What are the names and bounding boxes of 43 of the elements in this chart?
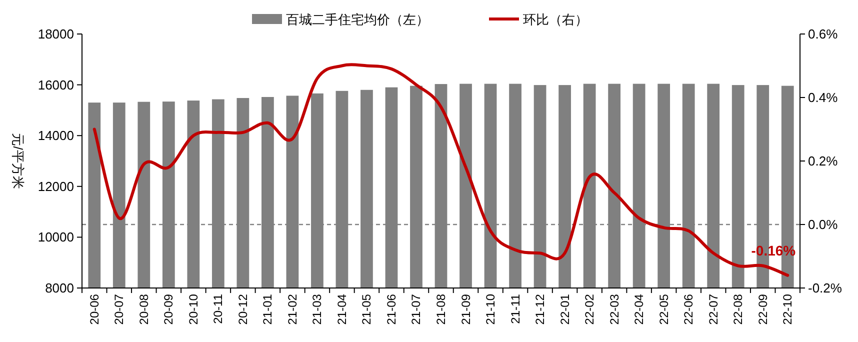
x-tick-label: 21-02 bbox=[285, 294, 300, 325]
y2-tick-label: 0.4% bbox=[808, 90, 838, 105]
x-tick-label: 20-08 bbox=[136, 294, 151, 325]
x-tick-label: 21-04 bbox=[334, 294, 349, 325]
x-tick-label: 22-07 bbox=[706, 294, 720, 325]
x-tick-label: 22-05 bbox=[656, 294, 671, 325]
x-tick-label: 21-03 bbox=[310, 294, 324, 325]
x-tick-label: 21-06 bbox=[384, 294, 398, 325]
y-tick-label: 10000 bbox=[38, 230, 74, 245]
y2-tick-label: 0.2% bbox=[808, 154, 838, 168]
x-tick-label: 21-11 bbox=[508, 294, 522, 324]
x-tick-label: 21-07 bbox=[409, 294, 424, 325]
x-tick-label: 20-11 bbox=[211, 294, 226, 324]
x-tick-label: 22-08 bbox=[731, 294, 746, 325]
x-tick-label: 20-10 bbox=[186, 294, 200, 325]
x-tick-label: 22-02 bbox=[582, 294, 597, 325]
y-tick-label: 14000 bbox=[38, 128, 74, 144]
y2-tick-label: 0.0% bbox=[808, 217, 838, 232]
x-tick-label: 22-01 bbox=[558, 294, 572, 325]
y-tick-label: 16000 bbox=[38, 77, 74, 92]
x-tick-label: 22-09 bbox=[756, 294, 770, 325]
x-tick-label: 20-12 bbox=[236, 294, 250, 325]
x-tick-label: 21-05 bbox=[360, 294, 374, 325]
x-tick-label: 21-08 bbox=[434, 294, 448, 325]
x-tick-label: 22-04 bbox=[632, 294, 646, 325]
y-tick-label: 12000 bbox=[38, 178, 74, 194]
x-tick-label: 22-03 bbox=[607, 294, 622, 325]
x-tick-label: 20-07 bbox=[112, 294, 126, 325]
legend-label: 百城二手住宅均价（左） bbox=[286, 12, 429, 27]
x-tick-label: 21-09 bbox=[458, 294, 473, 325]
y2-tick-label: -0.2% bbox=[808, 280, 842, 296]
y2-tick-label: 0.6% bbox=[808, 26, 838, 42]
x-tick-label: 21-01 bbox=[260, 294, 275, 325]
x-tick-label: 21-10 bbox=[484, 294, 498, 325]
x-tick-label: 22-10 bbox=[780, 294, 795, 325]
x-tick-label: 21-12 bbox=[533, 294, 548, 325]
legend-label: 环比（右） bbox=[523, 12, 588, 27]
y-tick-label: 8000 bbox=[45, 280, 74, 296]
x-tick-label: 22-06 bbox=[682, 294, 696, 325]
y-axis-title: 元/平方米 bbox=[10, 133, 26, 189]
x-tick-label: 20-06 bbox=[87, 294, 102, 325]
x-tick-label: 20-09 bbox=[162, 294, 176, 325]
y-tick-label: 18000 bbox=[38, 26, 74, 42]
